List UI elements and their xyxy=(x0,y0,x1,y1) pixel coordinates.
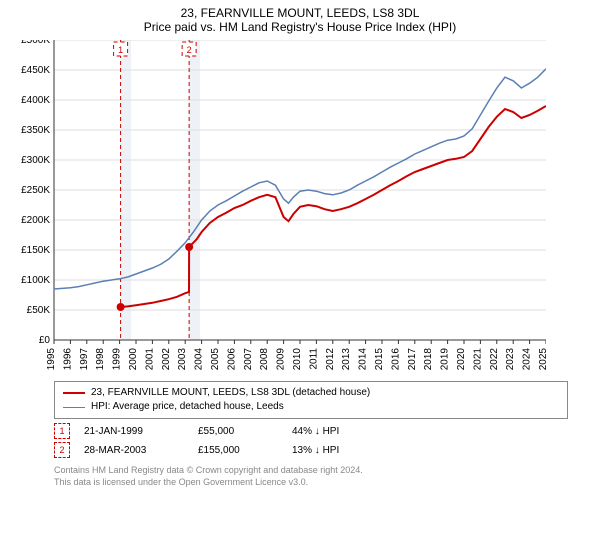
svg-text:1996: 1996 xyxy=(62,348,73,370)
svg-text:£450K: £450K xyxy=(21,65,50,76)
svg-text:1998: 1998 xyxy=(95,348,106,370)
svg-text:£100K: £100K xyxy=(21,275,50,286)
svg-text:2024: 2024 xyxy=(522,348,533,370)
svg-text:2019: 2019 xyxy=(440,348,451,370)
svg-text:£500K: £500K xyxy=(21,40,50,46)
svg-text:1: 1 xyxy=(118,45,123,55)
svg-text:2000: 2000 xyxy=(128,348,139,370)
svg-text:£150K: £150K xyxy=(21,245,50,256)
svg-text:2025: 2025 xyxy=(538,348,546,370)
svg-text:1997: 1997 xyxy=(79,348,90,370)
svg-text:2007: 2007 xyxy=(243,348,254,370)
page-subtitle: Price paid vs. HM Land Registry's House … xyxy=(10,20,590,34)
sale-row: 2 28-MAR-2003 £155,000 13% ↓ HPI xyxy=(54,442,590,458)
svg-text:2003: 2003 xyxy=(177,348,188,370)
svg-text:2014: 2014 xyxy=(358,348,369,370)
svg-text:£250K: £250K xyxy=(21,185,50,196)
svg-text:£50K: £50K xyxy=(27,305,51,316)
svg-text:2017: 2017 xyxy=(407,348,418,370)
price-chart: £0 £50K £100K £150K £200K £250K £300K £350K £400… xyxy=(10,40,590,375)
svg-text:2002: 2002 xyxy=(161,348,172,370)
svg-text:£400K: £400K xyxy=(21,95,50,106)
svg-text:2012: 2012 xyxy=(325,348,336,370)
svg-text:1995: 1995 xyxy=(46,348,57,370)
legend: 23, FEARNVILLE MOUNT, LEEDS, LS8 3DL (de… xyxy=(54,381,568,419)
sale-price: £55,000 xyxy=(198,426,278,437)
svg-text:£200K: £200K xyxy=(21,215,50,226)
svg-text:2021: 2021 xyxy=(472,348,483,370)
sale-marker-icon: 2 xyxy=(54,442,70,458)
svg-text:2010: 2010 xyxy=(292,348,303,370)
svg-text:2004: 2004 xyxy=(194,348,205,370)
chart-svg: £0 £50K £100K £150K £200K £250K £300K £350K £400… xyxy=(10,40,546,370)
legend-swatch xyxy=(63,407,85,408)
svg-text:2009: 2009 xyxy=(276,348,287,370)
legend-swatch xyxy=(63,392,85,394)
svg-text:2020: 2020 xyxy=(456,348,467,370)
legend-label: 23, FEARNVILLE MOUNT, LEEDS, LS8 3DL (de… xyxy=(91,386,370,400)
legend-item-hpi: HPI: Average price, detached house, Leed… xyxy=(63,400,559,414)
page-title: 23, FEARNVILLE MOUNT, LEEDS, LS8 3DL xyxy=(10,6,590,20)
sale-price: £155,000 xyxy=(198,445,278,456)
svg-text:£350K: £350K xyxy=(21,125,50,136)
svg-text:2001: 2001 xyxy=(144,348,155,370)
svg-text:1999: 1999 xyxy=(112,348,123,370)
legend-label: HPI: Average price, detached house, Leed… xyxy=(91,400,284,414)
sale-date: 21-JAN-1999 xyxy=(84,426,184,437)
svg-text:2022: 2022 xyxy=(489,348,500,370)
svg-text:2023: 2023 xyxy=(505,348,516,370)
svg-text:2015: 2015 xyxy=(374,348,385,370)
sale-date: 28-MAR-2003 xyxy=(84,445,184,456)
svg-text:2005: 2005 xyxy=(210,348,221,370)
footer: Contains HM Land Registry data © Crown c… xyxy=(54,464,568,488)
legend-item-price-paid: 23, FEARNVILLE MOUNT, LEEDS, LS8 3DL (de… xyxy=(63,386,559,400)
footer-line: This data is licensed under the Open Gov… xyxy=(54,476,568,488)
sale-row: 1 21-JAN-1999 £55,000 44% ↓ HPI xyxy=(54,423,590,439)
svg-text:2011: 2011 xyxy=(308,348,319,370)
sale-delta: 13% ↓ HPI xyxy=(292,445,382,456)
footer-line: Contains HM Land Registry data © Crown c… xyxy=(54,464,568,476)
svg-text:2006: 2006 xyxy=(226,348,237,370)
svg-text:2016: 2016 xyxy=(390,348,401,370)
svg-text:2: 2 xyxy=(187,45,192,55)
sale-marker-icon: 1 xyxy=(54,423,70,439)
svg-text:2008: 2008 xyxy=(259,348,270,370)
sale-delta: 44% ↓ HPI xyxy=(292,426,382,437)
svg-text:2013: 2013 xyxy=(341,348,352,370)
svg-text:2018: 2018 xyxy=(423,348,434,370)
svg-text:£0: £0 xyxy=(39,335,51,346)
svg-text:£300K: £300K xyxy=(21,155,50,166)
